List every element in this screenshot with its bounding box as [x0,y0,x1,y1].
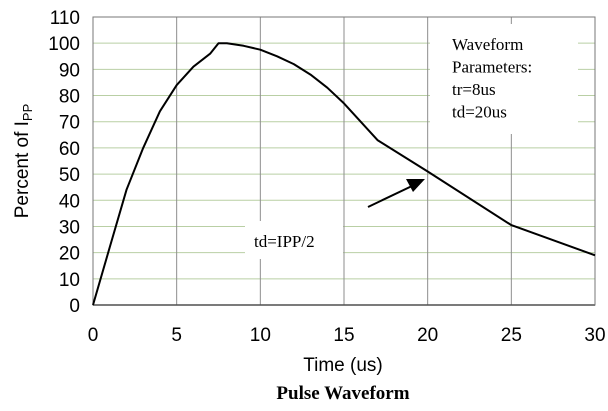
y-tick-label: 110 [50,8,80,29]
y-axis-label-main: Percent of I [12,121,33,218]
y-tick-label: 30 [59,217,80,238]
x-axis-label: Time (us) [303,355,383,376]
y-axis-label-subscript: PP [20,104,35,121]
y-tick-label: 90 [59,60,80,81]
y-tick-label: 60 [59,139,80,160]
y-tick-label: 100 [48,34,80,55]
x-tick-label: 10 [250,325,271,346]
parameters-line: tr=8us [452,80,496,99]
parameters-line: Waveform [452,35,523,54]
plot-area-frame [92,16,596,306]
chart-title: Pulse Waveform [276,383,409,404]
x-tick-label: 15 [333,325,354,346]
y-tick-label: 10 [59,270,80,291]
y-tick-label: 70 [59,113,80,134]
td-label: td=IPP/2 [254,232,315,251]
parameters-line: td=20us [452,103,507,122]
y-tick-labels: 0 10 20 30 40 50 60 70 80 90 100 110 [48,8,80,317]
x-tick-label: 20 [417,325,438,346]
y-tick-label: 40 [59,191,80,212]
arrow-head-icon [406,179,425,192]
y-tick-label: 20 [59,244,80,265]
series-line [92,42,596,306]
x-tick-label: 25 [501,325,522,346]
x-tick-label: 0 [88,325,99,346]
parameters-line: Parameters: [452,58,532,77]
series-layer [92,42,596,306]
y-tick-label: 50 [59,165,80,186]
arrow-line [367,185,413,208]
td-label-box [245,221,343,259]
waveform-parameters-text: Waveform Parameters: tr=8us td=20us [452,35,532,122]
parameters-box [430,24,578,134]
x-tick-labels: 0 5 10 15 20 25 30 [88,325,606,346]
x-tick-label: 5 [171,325,182,346]
y-tick-label: 80 [59,87,80,108]
y-axis-label: Percent of IPP [12,104,35,219]
y-tick-label: 0 [69,296,80,317]
x-tick-label: 30 [584,325,605,346]
